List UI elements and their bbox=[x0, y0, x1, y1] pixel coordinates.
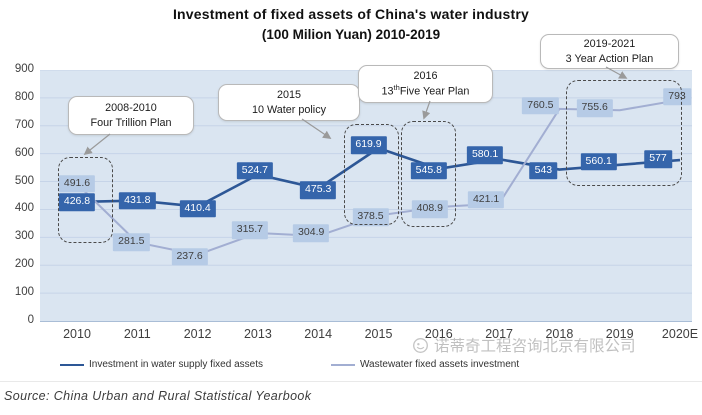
source-note: Source: China Urban and Rural Statistica… bbox=[4, 389, 312, 403]
chart-subtitle: (100 Milion Yuan) 2010-2019 bbox=[261, 27, 441, 42]
data-label: 755.6 bbox=[576, 99, 613, 118]
y-axis-label: 400 bbox=[14, 202, 34, 215]
x-axis-label: 2017 bbox=[485, 327, 513, 341]
x-axis-label: 2020E bbox=[661, 327, 699, 341]
data-label: 426.8 bbox=[58, 193, 96, 211]
highlight-region-2016 bbox=[401, 121, 456, 227]
annotation-line: 2015 bbox=[276, 89, 302, 102]
data-label: 237.6 bbox=[171, 247, 208, 266]
annotation-line: Four Trillion Plan bbox=[90, 116, 172, 129]
annotation-five-year-plan: 2016 13thFive Year Plan bbox=[358, 65, 493, 103]
y-axis-label: 800 bbox=[14, 90, 34, 103]
data-label: 577 bbox=[644, 150, 672, 168]
data-label: 491.6 bbox=[58, 175, 96, 193]
annotation-four-trillion-plan: 2008-2010 Four Trillion Plan bbox=[68, 96, 194, 135]
watermark-logo-icon bbox=[413, 337, 428, 353]
legend-label: Wastewater fixed assets investment bbox=[359, 359, 520, 370]
legend: Investment in water supply fixed assets … bbox=[60, 359, 519, 370]
x-axis-label: 2016 bbox=[424, 327, 453, 341]
figure-bottom-border bbox=[0, 381, 702, 382]
highlight-region-2019-2020 bbox=[566, 80, 682, 186]
watermark-text: 诺蒂奇工程咨询北京有限公司 bbox=[434, 338, 636, 355]
legend-line-swatch-dark bbox=[60, 363, 84, 366]
annotation-action-plan: 2019-2021 3 Year Action Plan bbox=[540, 34, 679, 69]
data-label: 410.4 bbox=[179, 199, 216, 218]
y-axis-label: 0 bbox=[27, 314, 34, 326]
watermark: 诺蒂奇工程咨询北京有限公司 bbox=[412, 334, 636, 356]
data-label: 619.9 bbox=[350, 136, 387, 154]
y-axis-label: 300 bbox=[14, 230, 34, 243]
y-axis-label: 900 bbox=[14, 63, 34, 75]
data-label: 545.8 bbox=[410, 162, 447, 180]
highlight-region-2015 bbox=[344, 124, 399, 225]
x-axis-label: 2012 bbox=[183, 327, 212, 341]
highlight-region-2010 bbox=[58, 157, 113, 243]
annotation-line: 3 Year Action Plan bbox=[565, 52, 654, 65]
data-label: 560.1 bbox=[580, 153, 617, 171]
annotation-line: 2008-2010 bbox=[105, 102, 157, 115]
annotation-line: 2016 bbox=[413, 70, 438, 83]
y-axis-label: 500 bbox=[14, 174, 34, 187]
annotation-line: 13thFive Year Plan bbox=[381, 83, 470, 98]
data-label: 281.5 bbox=[113, 233, 150, 252]
x-axis-label: 2013 bbox=[243, 327, 272, 341]
data-label: 378.5 bbox=[352, 208, 389, 227]
y-axis-label: 100 bbox=[14, 286, 34, 299]
legend-item-wastewater: Wastewater fixed assets investment bbox=[330, 359, 520, 370]
y-axis-label: 200 bbox=[14, 258, 34, 271]
x-axis-label: 2014 bbox=[304, 327, 333, 341]
data-label: 760.5 bbox=[522, 97, 559, 115]
x-axis-label: 2010 bbox=[63, 327, 91, 341]
data-label: 421.1 bbox=[467, 190, 505, 209]
data-label: 408.9 bbox=[411, 200, 448, 218]
legend-label: Investment in water supply fixed assets bbox=[89, 359, 263, 370]
legend-item-water-supply: Investment in water supply fixed assets bbox=[60, 359, 263, 370]
x-axis-label: 2018 bbox=[545, 327, 574, 341]
data-label: 580.1 bbox=[466, 146, 504, 164]
data-label: 524.7 bbox=[236, 161, 274, 180]
x-axis-label: 2015 bbox=[364, 327, 393, 341]
data-label: 543 bbox=[529, 161, 558, 180]
x-axis-label: 2011 bbox=[123, 327, 151, 341]
y-axis-label: 700 bbox=[14, 118, 34, 131]
legend-line-swatch-light bbox=[330, 363, 355, 366]
y-axis-label: 600 bbox=[14, 146, 34, 159]
data-label: 431.8 bbox=[119, 191, 156, 210]
data-label: 475.3 bbox=[300, 181, 337, 200]
annotation-line: 2019-2021 bbox=[583, 38, 636, 51]
x-axis-label: 2019 bbox=[605, 327, 634, 341]
data-label: 793 bbox=[663, 88, 691, 106]
annotation-line: 10 Water policy bbox=[251, 103, 326, 116]
data-label: 315.7 bbox=[231, 221, 269, 239]
chart-title: Investment of fixed assets of China's wa… bbox=[172, 6, 530, 22]
annotation-water-policy: 2015 10 Water policy bbox=[218, 84, 360, 121]
data-label: 304.9 bbox=[293, 224, 330, 242]
